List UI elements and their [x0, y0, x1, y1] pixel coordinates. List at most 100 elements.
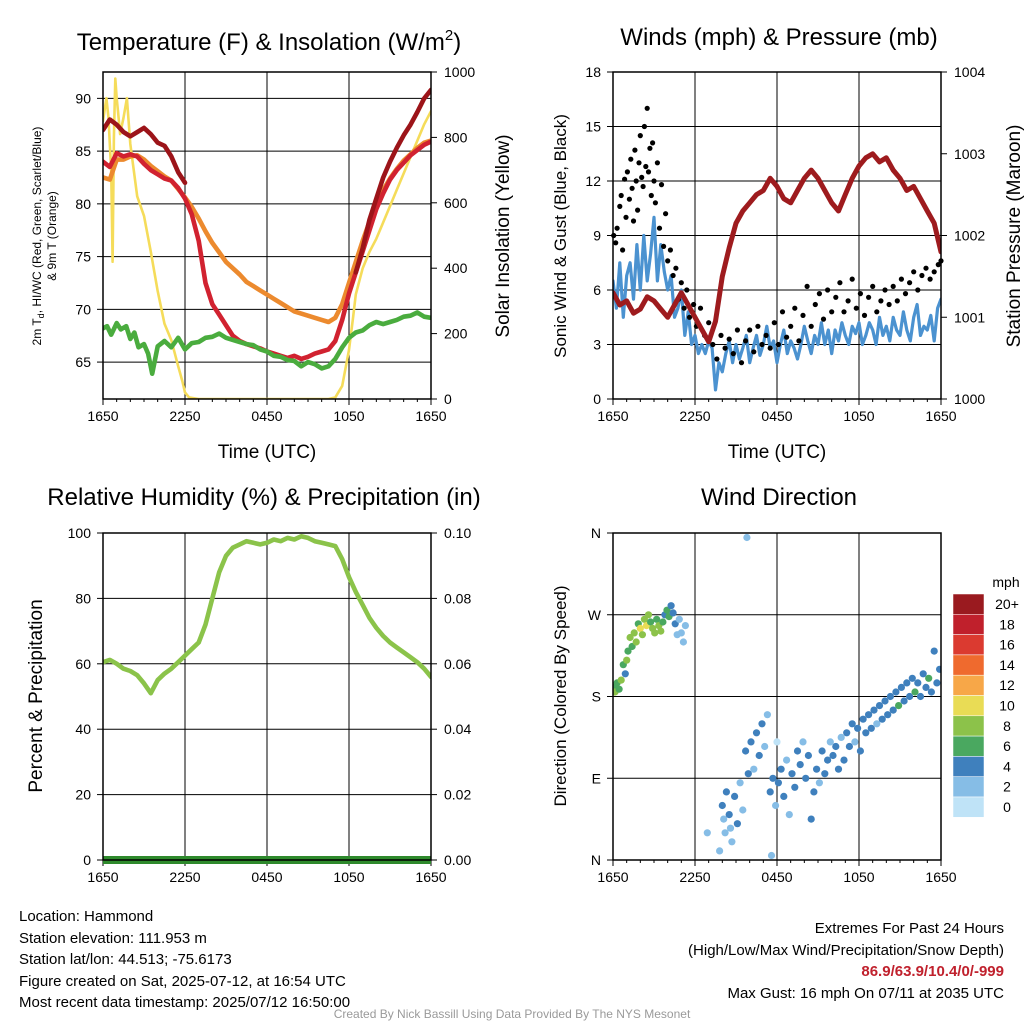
direction-point — [906, 692, 914, 701]
direction-point — [829, 751, 837, 760]
legend-swatch — [952, 674, 985, 696]
y-axis-label-2: & 9m T (Orange) — [45, 191, 59, 281]
direction-point — [840, 756, 848, 764]
legend-label: 6 — [1003, 738, 1011, 754]
legend-title: mph — [992, 574, 1019, 590]
gust-dot — [630, 218, 637, 224]
direction-point — [933, 679, 941, 687]
direction-point — [777, 765, 785, 773]
gust-dot — [808, 323, 814, 329]
direction-point — [752, 729, 761, 737]
y-tick-label: 85 — [75, 143, 91, 159]
credit-line: Created By Nick Bassill Using Data Provi… — [333, 1007, 691, 1021]
x-tick-label: 1650 — [597, 869, 628, 885]
gust-dot — [622, 176, 628, 182]
gust-dot — [686, 314, 693, 320]
x-axis-label: Time (UTC) — [218, 442, 317, 463]
x-tick-label: 0450 — [761, 869, 792, 885]
gust-dot — [640, 183, 646, 190]
legend-label: 0 — [1003, 799, 1011, 815]
direction-point — [615, 685, 623, 693]
gust-dot — [841, 309, 847, 315]
station-location: Location: Hammond — [19, 908, 154, 925]
legend-label: 2 — [1003, 779, 1011, 795]
direction-point — [837, 733, 845, 742]
direction-point — [788, 770, 796, 778]
gust-dot — [636, 160, 642, 166]
x-tick-label: 1650 — [87, 869, 118, 885]
gust-dot — [804, 283, 810, 289]
direction-point — [832, 742, 840, 751]
direction-point — [767, 851, 776, 860]
gust-dot — [759, 341, 765, 348]
legend-swatch — [952, 756, 985, 777]
direction-point — [747, 738, 755, 746]
gust-dot — [882, 287, 888, 293]
direction-point — [927, 688, 936, 696]
direction-point — [799, 738, 807, 746]
y-axis-label: Sonic Wind & Gust (Blue, Black) — [551, 114, 570, 358]
direction-point — [758, 720, 766, 728]
y2-axis-label: Solar Insolation (Yellow) — [493, 134, 514, 337]
direction-point — [881, 697, 889, 705]
temperature-line — [103, 310, 431, 377]
gust-dot — [623, 214, 629, 220]
y2-tick-label: 1000 — [444, 64, 475, 80]
recent-timestamp: Most recent data timestamp: 2025/07/12 1… — [19, 994, 351, 1011]
gust-dot — [620, 247, 626, 253]
direction-point — [675, 615, 683, 623]
gust-dot — [751, 349, 757, 355]
gust-dot — [734, 327, 741, 333]
direction-point — [892, 688, 900, 696]
gust-dot — [667, 247, 674, 253]
station-latlon: Station lat/lon: 44.513; -75.6173 — [19, 951, 232, 968]
gust-dot — [898, 276, 905, 282]
direction-point — [807, 815, 815, 823]
y-axis-label: Direction (Colored By Speed) — [551, 585, 570, 806]
pressure-line — [613, 151, 941, 345]
y2-tick-label: 200 — [444, 326, 468, 342]
y2-tick-label: 0 — [444, 391, 452, 407]
gust-dot — [629, 185, 635, 191]
y2-tick-label: 1000 — [954, 391, 985, 407]
gust-dot — [825, 287, 831, 293]
x-tick-label: 1050 — [333, 408, 364, 424]
gust-dot — [641, 123, 648, 130]
gust-dot — [726, 336, 732, 342]
direction-point — [870, 706, 878, 714]
direction-point — [793, 747, 802, 755]
direction-point — [925, 674, 933, 682]
direction-point — [791, 783, 799, 791]
direction-point — [736, 779, 744, 787]
x-tick-label: 0450 — [251, 408, 282, 424]
gust-dot — [706, 320, 712, 326]
direction-point — [728, 838, 736, 846]
chart-title-sup: 2 — [445, 27, 453, 44]
humidity-line — [103, 533, 431, 696]
gust-dot — [652, 200, 659, 206]
temperature-line — [353, 87, 431, 275]
gust-dot — [911, 269, 917, 275]
gust-dot — [907, 280, 913, 286]
legend-label: 20+ — [995, 596, 1019, 612]
gust-dot — [710, 341, 716, 348]
x-tick-label: 2250 — [169, 408, 200, 424]
gust-dot — [654, 160, 661, 166]
direction-point — [651, 629, 659, 637]
direction-point — [772, 801, 780, 810]
y-tick-label: 40 — [75, 721, 91, 737]
direction-point — [936, 665, 941, 673]
legend-label: 18 — [999, 616, 1015, 632]
gust-dot — [722, 345, 728, 351]
direction-point — [681, 622, 690, 630]
gust-dot — [935, 262, 941, 268]
direction-point — [875, 702, 884, 710]
gust-dot — [697, 305, 704, 311]
legend-label: 4 — [1003, 758, 1011, 774]
plot-frame — [102, 532, 432, 861]
legend-swatch — [952, 654, 985, 676]
y-tick-label: 100 — [68, 525, 92, 541]
direction-point — [916, 692, 925, 701]
gust-dot — [614, 225, 620, 231]
